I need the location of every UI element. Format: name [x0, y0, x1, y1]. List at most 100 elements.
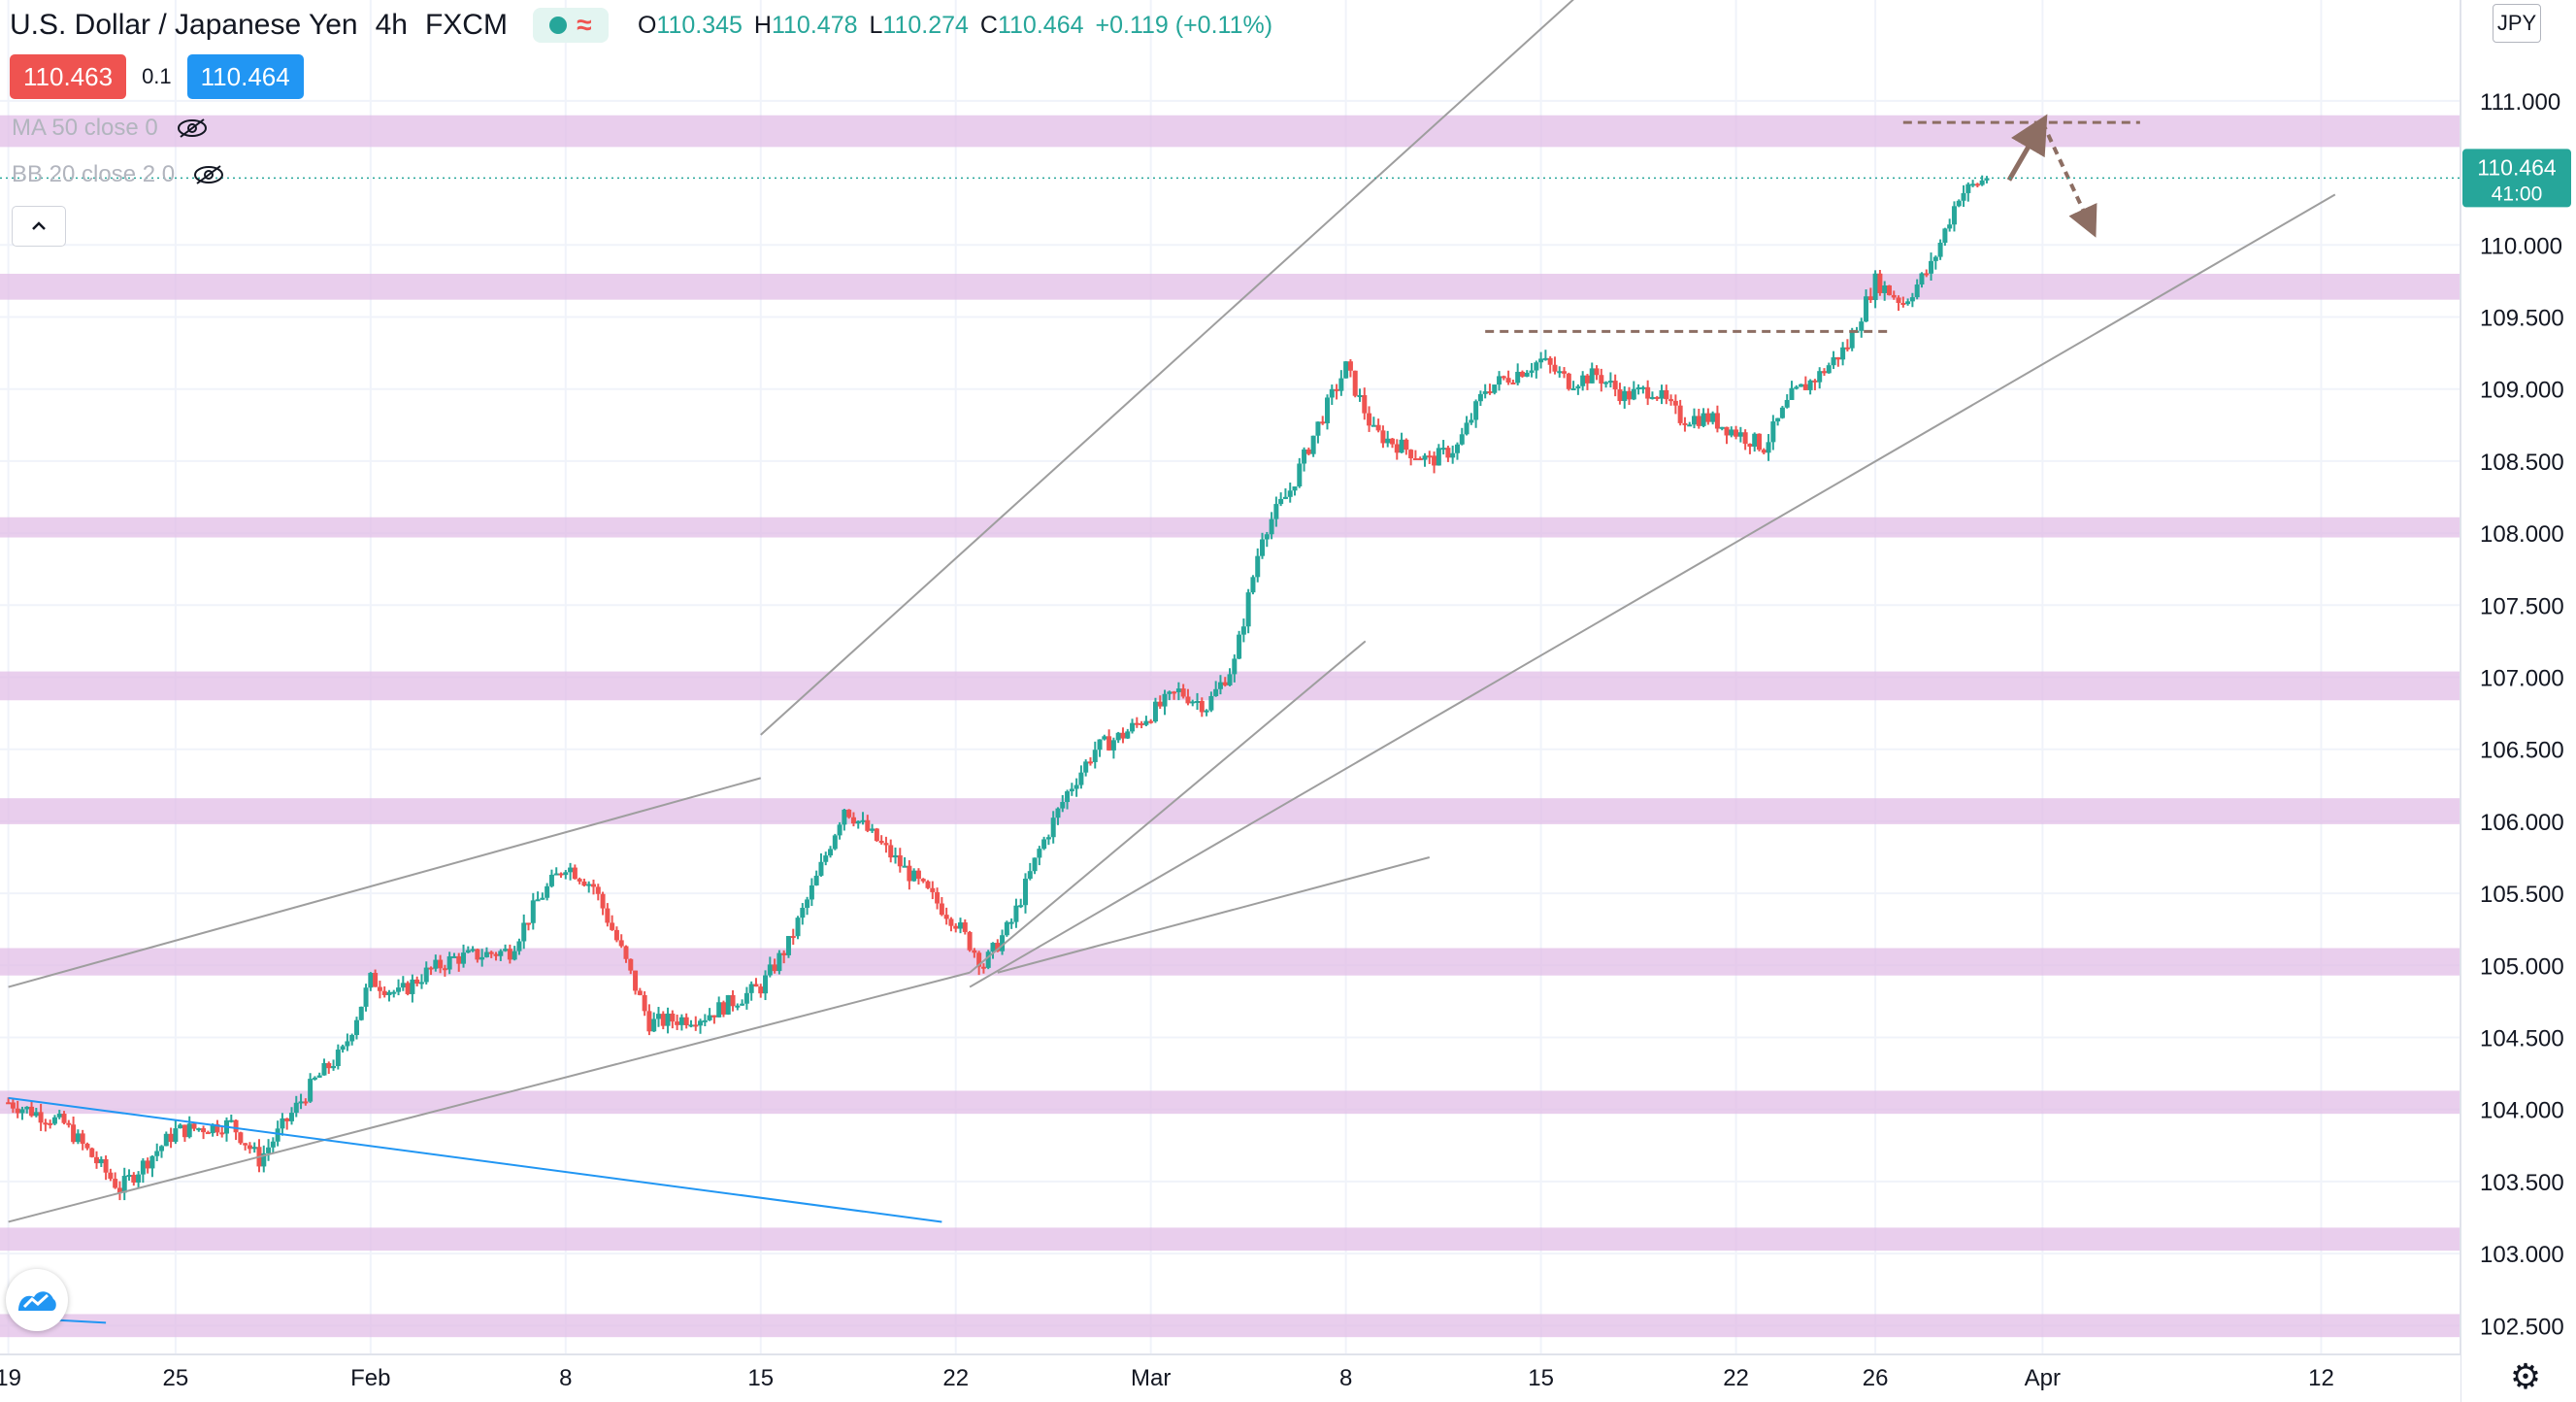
x-tick-label: 25	[163, 1365, 189, 1391]
candle-body	[1519, 371, 1525, 377]
spread-value: 0.1	[142, 64, 172, 88]
last-price-value: 110.464	[2477, 154, 2557, 180]
candle-body	[1872, 273, 1878, 301]
candle-body	[405, 983, 411, 994]
candle-body	[233, 1119, 239, 1133]
collapse-legend-button[interactable]	[12, 206, 66, 247]
candle-body	[818, 861, 824, 876]
buy-button[interactable]: 110.464	[186, 54, 304, 99]
candle-body	[1742, 432, 1748, 445]
candle-body	[1924, 273, 1930, 276]
candle-body	[1143, 720, 1149, 725]
candle-body	[48, 1122, 53, 1125]
candle-body	[1752, 433, 1758, 448]
candle-body	[1867, 296, 1873, 301]
candle-body	[1078, 772, 1084, 785]
candle-body	[1538, 358, 1544, 363]
candle-body	[1482, 391, 1488, 394]
candle-body	[1222, 682, 1228, 685]
candle-body	[1719, 426, 1725, 429]
eye-hidden-icon[interactable]	[176, 117, 209, 139]
candle-body	[284, 1118, 290, 1121]
candle-body	[915, 870, 921, 880]
market-status-badge[interactable]: ≈	[532, 8, 609, 43]
x-tick-label: 15	[747, 1365, 774, 1391]
candle-body	[493, 953, 499, 956]
interval-label[interactable]: 4h	[375, 9, 408, 41]
time-axis-bg	[0, 1354, 2460, 1402]
x-tick-label: 26	[1863, 1365, 1889, 1391]
candle-body	[660, 1014, 666, 1026]
candle-body	[1375, 424, 1381, 431]
candle-body	[345, 1041, 350, 1047]
y-tick-label: 105.500	[2480, 882, 2564, 908]
candle-body	[1180, 688, 1186, 697]
time-axis: 19 25 Feb 8 15 22 Mar 8 15 22 26 Apr 12	[0, 1353, 2460, 1402]
change-value: +0.119 (+0.11%)	[1095, 11, 1273, 39]
blue-trend-line	[8, 1096, 942, 1223]
candle-body	[1984, 178, 1990, 181]
candle-body	[373, 973, 379, 987]
candle-body	[939, 903, 944, 916]
candle-body	[1645, 386, 1651, 399]
candle-body	[642, 994, 647, 1012]
candle-body	[613, 929, 619, 941]
candle-body	[698, 1020, 704, 1026]
candle-body	[850, 817, 856, 824]
indicator-ma[interactable]: MA 50 close 0	[12, 115, 209, 142]
trend-line	[969, 193, 2336, 988]
candle-body	[51, 1117, 57, 1124]
currency-button[interactable]: JPY	[2493, 4, 2541, 43]
y-tick-label: 103.500	[2480, 1170, 2564, 1196]
candle-body	[823, 855, 829, 862]
candle-body	[1477, 393, 1483, 402]
candle-body	[1325, 397, 1331, 423]
candle-body	[247, 1145, 252, 1150]
candle-body	[1347, 361, 1353, 371]
y-tick-label: 102.500	[2480, 1314, 2564, 1340]
candle-body	[995, 943, 1001, 951]
candle-body	[1130, 722, 1136, 732]
candle-body	[1000, 935, 1006, 951]
candle-body	[33, 1112, 39, 1117]
candle-body	[1524, 372, 1530, 377]
symbol-title[interactable]: U.S. Dollar / Japanese Yen	[10, 9, 358, 41]
candle-body	[646, 1011, 652, 1032]
candle-body	[837, 824, 842, 836]
candle-body	[1961, 192, 1966, 201]
candle-body	[316, 1075, 322, 1078]
candle-body	[1766, 442, 1771, 453]
candle-body	[623, 946, 629, 959]
candle-body	[1807, 380, 1813, 390]
candle-body	[1305, 449, 1311, 454]
candle-body	[878, 840, 884, 844]
candle-body	[1515, 371, 1521, 384]
candle-body	[1199, 700, 1205, 713]
sell-button[interactable]: 110.463	[10, 54, 127, 99]
candle-body	[116, 1187, 122, 1193]
candle-body	[930, 887, 936, 892]
candlestick-series	[6, 175, 1990, 1201]
candle-body	[433, 959, 439, 969]
candle-body	[535, 899, 541, 902]
candle-body	[488, 951, 494, 954]
candle-body	[670, 1013, 676, 1022]
candle-body	[1269, 518, 1274, 535]
candle-body	[521, 922, 527, 942]
tradingview-logo-icon[interactable]	[6, 1269, 68, 1331]
candle-body	[1464, 422, 1470, 435]
candle-body	[990, 943, 996, 952]
candle-body	[261, 1152, 267, 1167]
last-price-label	[2462, 149, 2571, 208]
eye-hidden-icon[interactable]	[192, 164, 225, 185]
candle-body	[168, 1133, 174, 1143]
settings-gear-icon[interactable]: ⚙	[2509, 1356, 2542, 1396]
candle-body	[1919, 273, 1925, 285]
candle-body	[321, 1062, 327, 1076]
indicator-bb[interactable]: BB 20 close 2 0	[12, 161, 225, 188]
candle-body	[1714, 413, 1720, 429]
candle-body	[191, 1123, 197, 1129]
candle-body	[902, 865, 908, 868]
candle-body	[38, 1112, 44, 1123]
